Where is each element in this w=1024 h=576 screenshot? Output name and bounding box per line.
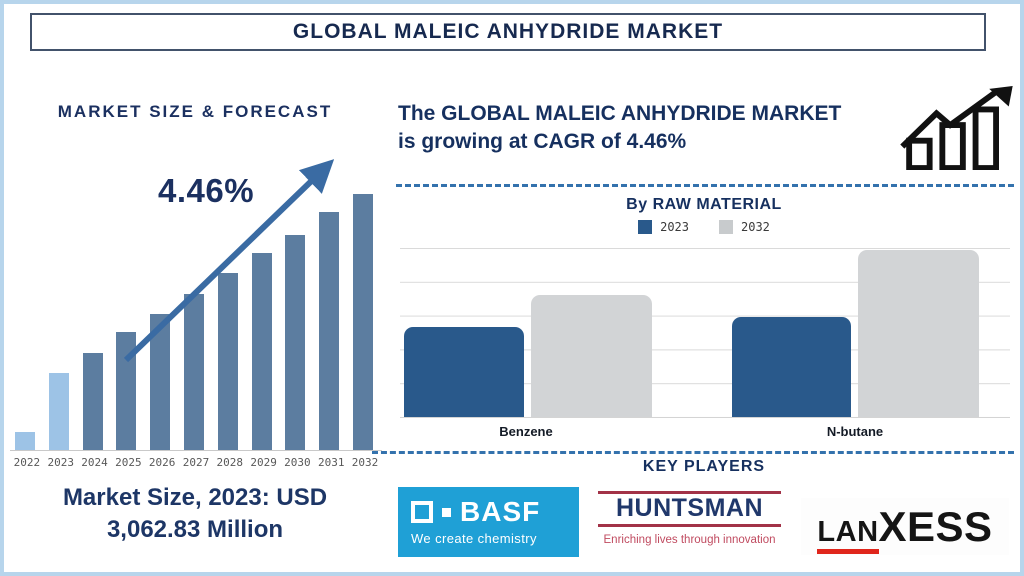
market-size-heading: MARKET SIZE & FORECAST [57, 102, 333, 121]
year-label-2031: 2031 [317, 456, 345, 469]
market-size-bar-2029 [251, 253, 272, 450]
year-label-2024: 2024 [81, 456, 108, 469]
basf-tagline: We create chemistry [411, 531, 537, 546]
cagr-value-label: 4.46% [158, 172, 255, 209]
chart-legend: 2023 2032 [395, 220, 1013, 234]
legend-swatch-2032 [719, 220, 733, 234]
category-label-nbutane: N-butane [826, 424, 884, 439]
year-label-2027: 2027 [182, 456, 210, 469]
market-size-bar-2022 [15, 432, 35, 450]
lanxess-wordmark-xess: XESS [878, 502, 993, 550]
bar-growth-icon [900, 86, 1013, 170]
lanxess-logo: LANXESS [801, 498, 1009, 555]
market-size-bar-2024 [82, 353, 103, 450]
market-size-stat-line1: Market Size, 2023: USD [62, 484, 328, 511]
key-players-heading: KEY PLAYERS [642, 458, 766, 475]
raw-material-bar-n-butane-2032 [858, 250, 979, 417]
lanxess-wordmark-lan: LAN [817, 515, 879, 554]
huntsman-wordmark: HUNTSMAN [615, 494, 764, 522]
market-size-bar-2031 [319, 212, 340, 450]
dashed-divider-bottom [372, 451, 1014, 454]
huntsman-top-rule [598, 491, 781, 494]
market-size-bar-2026 [150, 314, 171, 450]
year-label-2032: 2032 [351, 456, 379, 469]
raw-material-bar-n-butane-2023 [732, 317, 851, 417]
market-size-bar-2032 [352, 194, 373, 450]
year-label-2028: 2028 [216, 456, 244, 469]
huntsman-bottom-rule [598, 523, 781, 527]
raw-material-bar-benzene-2023 [404, 327, 524, 417]
market-size-stat-line2: 3,062.83 Million [106, 515, 284, 543]
title-box: GLOBAL MALEIC ANHYDRIDE MARKET [30, 13, 986, 51]
market-size-bars [15, 190, 373, 450]
category-label-benzene: Benzene [499, 424, 553, 439]
market-size-bar-2030 [285, 235, 306, 450]
market-size-bar-2025 [116, 332, 137, 450]
year-label-2026: 2026 [148, 456, 176, 469]
market-size-bar-2028 [217, 273, 238, 450]
cagr-headline: The GLOBAL MALEIC ANHYDRIDE MARKET is gr… [398, 100, 903, 156]
raw-material-bar-benzene-2032 [531, 295, 652, 417]
year-label-2029: 2029 [250, 456, 277, 469]
basf-logo: BASF We create chemistry [398, 487, 579, 557]
market-size-bar-2027 [183, 294, 204, 450]
lanxess-wordmark: LANXESS [817, 502, 993, 554]
market-size-year-labels: 2022 2023 2024 2025 2026 2027 2028 2029 2030 2031… [10, 456, 382, 469]
page-title: GLOBAL MALEIC ANHYDRIDE MARKET [292, 20, 724, 43]
raw-material-plot [400, 248, 1010, 418]
year-label-2030: 2030 [284, 456, 311, 469]
basf-outline-square-icon [411, 501, 433, 523]
legend-item-2023: 2023 [638, 220, 689, 234]
legend-label-2023: 2023 [660, 220, 689, 234]
legend-item-2032: 2032 [719, 220, 770, 234]
x-axis-line [10, 450, 382, 451]
legend-swatch-2023 [638, 220, 653, 234]
growth-arrow-icon [123, 159, 335, 363]
basf-filled-square-icon [442, 507, 451, 517]
legend-label-2032: 2032 [741, 220, 770, 234]
huntsman-tagline: Enriching lives through innovation [603, 533, 776, 546]
year-label-2025: 2025 [115, 456, 142, 469]
year-label-2022: 2022 [13, 456, 41, 469]
basf-logo-mark: BASF [411, 498, 579, 526]
dashed-divider-top [396, 184, 1014, 187]
year-label-2023: 2023 [47, 456, 74, 469]
raw-material-heading: By RAW MATERIAL [626, 196, 782, 213]
cagr-headline-line1: The GLOBAL MALEIC ANHYDRIDE MARKET [398, 102, 842, 125]
cagr-headline-line2: is growing at CAGR of 4.46% [398, 129, 687, 153]
market-size-stat: Market Size, 2023: USD 3,062.83 Million [0, 482, 390, 545]
basf-wordmark: BASF [460, 496, 541, 527]
huntsman-logo: HUNTSMAN Enriching lives through innovat… [598, 491, 781, 559]
market-size-bar-2023 [48, 373, 69, 450]
